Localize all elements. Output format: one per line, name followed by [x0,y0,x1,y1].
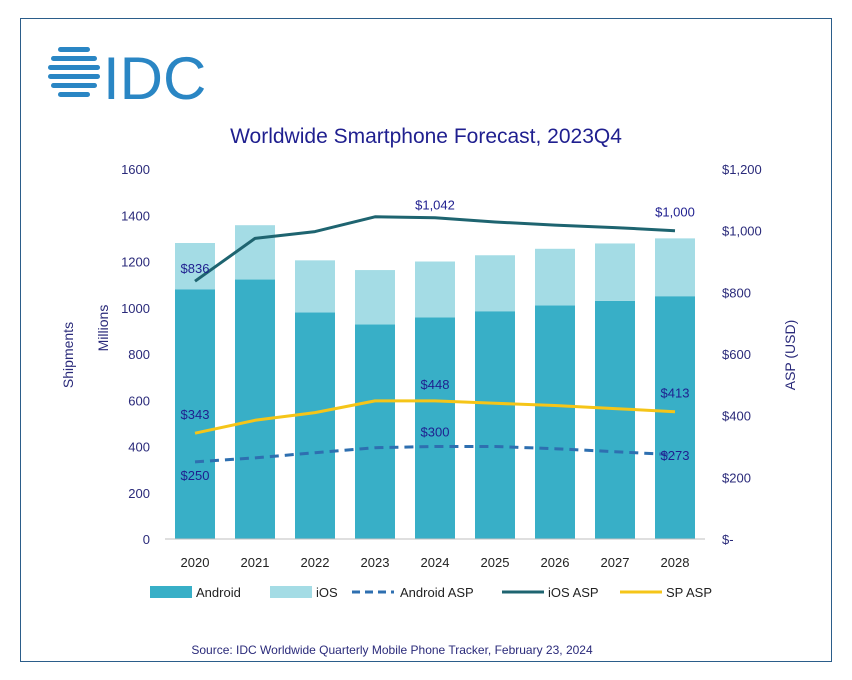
line-ios-asp [194,215,676,283]
y-tick-label: 400 [128,440,150,455]
legend-item-android-asp: Android ASP [352,585,474,600]
bar-android [475,311,515,539]
data-label: $300 [421,425,450,440]
legend-label-ios-asp: iOS ASP [548,585,599,600]
bars-group [175,225,695,539]
bar-ios [415,261,455,318]
x-tick-label: 2026 [541,555,570,570]
bar-android [355,324,395,539]
y-tick-label: 1400 [121,208,150,223]
x-tick-label: 2020 [181,555,210,570]
legend-label-android: Android [196,585,241,600]
bar-android [655,296,695,539]
asp-lines-group [194,215,676,464]
y-tick-label: 200 [128,486,150,501]
data-label: $343 [181,407,210,422]
idc-logo: IDC [48,45,206,112]
data-labels-group: $836 $1,042 $1,000 $343 $448 $413 $250 $300 $273 [181,198,695,483]
bar-ios [295,260,335,313]
bar-android [235,279,275,539]
legend: Android iOS Android ASP iOS ASP SP ASP [150,585,712,600]
x-tick-label: 2025 [481,555,510,570]
x-tick-label: 2022 [301,555,330,570]
legend-item-sp-asp: SP ASP [620,585,712,600]
y2-tick-label: $400 [722,409,751,424]
x-tick-label: 2024 [421,555,450,570]
bar-ios [655,238,695,297]
y-tick-label: 1200 [121,255,150,270]
line-android-asp [194,445,676,464]
legend-swatch-android [150,586,192,598]
bar-ios [235,225,275,280]
x-tick-label: 2023 [361,555,390,570]
legend-item-ios: iOS [270,585,338,600]
data-label: $448 [421,377,450,392]
data-label: $836 [181,261,210,276]
y2-axis-ticks: $- $200 $400 $600 $800 $1,000 $1,200 [722,162,762,547]
y2-tick-label: $1,200 [722,162,762,177]
legend-swatch-ios [270,586,312,598]
bar-ios [595,243,635,301]
x-axis-ticks: 2020 2021 2022 2023 2024 2025 2026 2027 2028 [181,555,690,570]
data-label: $1,000 [655,205,695,220]
chart-title: Worldwide Smartphone Forecast, 2023Q4 [230,125,622,148]
bar-ios [535,248,575,306]
x-tick-label: 2021 [241,555,270,570]
y2-tick-label: $200 [722,470,751,485]
y-tick-label: 600 [128,393,150,408]
y-tick-label: 0 [143,532,150,547]
y2-tick-label: $- [722,532,734,547]
bar-android [595,300,635,539]
data-label: $413 [661,386,690,401]
legend-label-android-asp: Android ASP [400,585,474,600]
data-label: $250 [181,468,210,483]
y2-tick-label: $800 [722,285,751,300]
bar-ios [175,243,215,290]
y-tick-label: 800 [128,347,150,362]
idc-logo-globe-icon [48,47,100,97]
data-label: $273 [661,448,690,463]
source-note: Source: IDC Worldwide Quarterly Mobile P… [191,643,593,657]
bar-android [415,317,455,539]
bar-android [535,305,575,539]
idc-logo-text: IDC [103,45,206,112]
y2-tick-label: $1,000 [722,224,762,239]
data-label: $1,042 [415,198,455,213]
y2-tick-label: $600 [722,347,751,362]
line-sp-asp [194,399,676,435]
x-tick-label: 2028 [661,555,690,570]
y-axis-sublabel: Millions [95,305,111,352]
legend-item-ios-asp: iOS ASP [502,585,599,600]
legend-label-sp-asp: SP ASP [666,585,712,600]
y-tick-label: 1600 [121,162,150,177]
bar-ios [355,270,395,325]
x-tick-label: 2027 [601,555,630,570]
bar-android [175,289,215,539]
y2-axis-label: ASP (USD) [782,320,798,391]
legend-label-ios: iOS [316,585,338,600]
legend-item-android: Android [150,585,241,600]
bar-ios [475,255,515,312]
y-axis-label: Shipments [60,322,76,388]
y-axis-ticks: 0 200 400 600 800 1000 1200 1400 1600 [121,162,150,547]
bar-android [295,312,335,539]
y-tick-label: 1000 [121,301,150,316]
